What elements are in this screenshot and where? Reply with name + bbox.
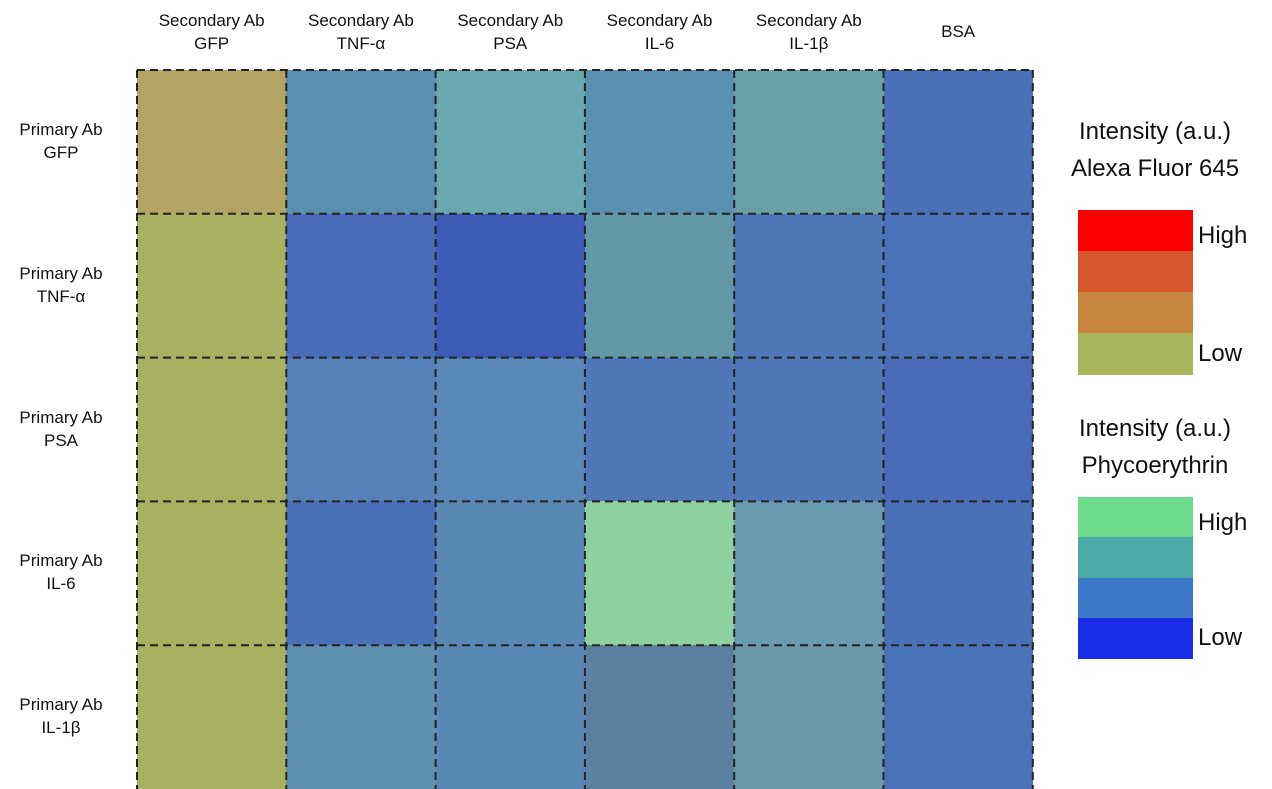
row-header: PSA: [43, 430, 79, 450]
image-cell: [734, 645, 884, 789]
row-header: Primary Ab: [19, 263, 103, 283]
legend-swatch: [1078, 617, 1193, 659]
legend-swatch: [1078, 497, 1193, 538]
legend-swatch: [1078, 292, 1193, 334]
image-cell: [584, 213, 735, 359]
legend-title: Intensity (a.u.): [1078, 415, 1232, 442]
image-cell: [734, 213, 884, 359]
legend-swatch: [1078, 577, 1193, 619]
image-cell: [286, 501, 437, 646]
image-cell: [435, 357, 586, 502]
image-cell: [584, 501, 735, 646]
image-cell: [883, 645, 1034, 789]
image-cell: [734, 357, 884, 502]
image-cell: [137, 501, 287, 646]
legend-low: Low: [1198, 340, 1243, 367]
column-header: GFP: [194, 34, 230, 53]
image-cell: [286, 213, 437, 359]
row-header: Primary Ab: [19, 695, 103, 715]
image-cell: [734, 70, 884, 215]
image-cell: [584, 70, 735, 215]
column-header: TNF-α: [336, 34, 386, 53]
row-header: GFP: [43, 142, 79, 162]
image-cell: [435, 70, 586, 215]
column-header: IL-1β: [789, 34, 829, 53]
legend-high: High: [1198, 509, 1248, 536]
image-cell: [883, 213, 1034, 359]
legend-swatch: [1078, 210, 1193, 252]
legend-title: Intensity (a.u.): [1078, 118, 1232, 145]
image-cell: [435, 645, 586, 789]
image-cell: [137, 213, 287, 359]
column-header: Secondary Ab: [755, 11, 862, 30]
column-header: BSA: [941, 22, 976, 41]
image-cell: [883, 70, 1034, 215]
column-header: Secondary Ab: [158, 11, 265, 30]
image-cell: [137, 70, 287, 215]
legend-swatch: [1078, 251, 1193, 293]
row-header: Primary Ab: [19, 551, 103, 571]
legend-swatch: [1078, 537, 1193, 579]
image-cell: [286, 645, 437, 789]
image-cell: [435, 213, 586, 359]
image-cell: [883, 357, 1034, 502]
column-header: Secondary Ab: [308, 11, 414, 30]
image-cell: [137, 645, 287, 789]
column-header: PSA: [493, 34, 528, 53]
legend-subtitle: Alexa Fluor 645: [1070, 155, 1240, 182]
row-header: Primary Ab: [19, 119, 103, 139]
image-cell: [435, 501, 586, 646]
image-cell: [734, 501, 884, 646]
image-cell: [137, 357, 287, 502]
image-cell: [883, 501, 1034, 646]
column-header: Secondary Ab: [457, 11, 564, 30]
image-cell: [286, 357, 437, 502]
image-cell: [584, 357, 735, 502]
image-cell: [286, 70, 437, 215]
row-header: Primary Ab: [19, 407, 103, 427]
column-header: IL-6: [644, 34, 675, 53]
image-cell: [584, 645, 735, 789]
legend-swatch: [1078, 333, 1193, 375]
row-header: TNF-α: [36, 286, 86, 306]
legend-subtitle: Phycoerythrin: [1081, 452, 1229, 479]
row-header: IL-1β: [41, 718, 81, 738]
legend-low: Low: [1198, 624, 1243, 652]
legend-high: High: [1198, 222, 1248, 249]
column-header: Secondary Ab: [606, 11, 713, 30]
row-header: IL-6: [46, 574, 76, 594]
